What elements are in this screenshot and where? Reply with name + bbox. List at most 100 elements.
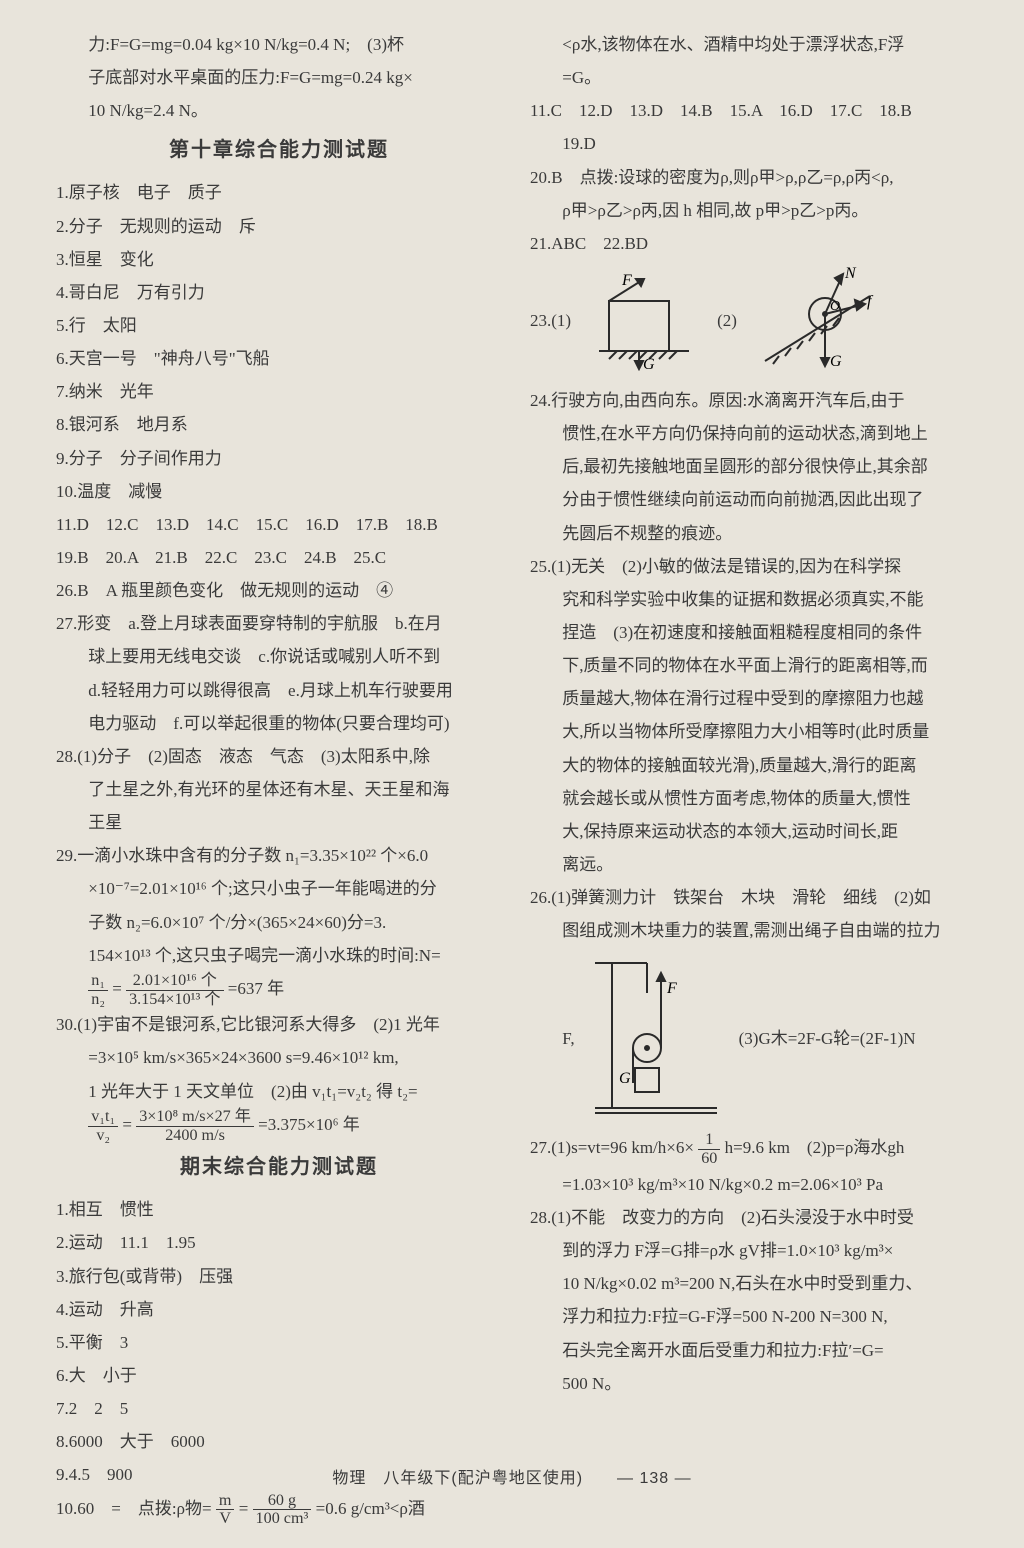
fraction: 3×10⁸ m/s×27 年 2400 m/s [136,1108,254,1145]
svg-text:f: f [867,293,874,310]
force-diagram-2-icon: N f G O [755,266,885,376]
answer-item: 11.D 12.C 13.D 14.C 15.C 16.D 17.B 18.B [56,508,502,541]
diagram-q23: 23.(1) F G (2) [530,266,976,376]
answer-item: 1.原子核 电子 质子 [56,176,502,209]
text: 力:F=G=mg=0.04 kg×10 N/kg=0.4 N; (3)杯 [56,28,502,61]
answer-item: 3.恒星 变化 [56,243,502,276]
text: 大,所以当物体所受摩擦阻力大小相等时(此时质量 [530,715,976,748]
label: F, [562,1022,574,1055]
formula: 10.60 = 点拨:ρ物= m V = 60 g 100 cm³ =0.6 g… [56,1492,502,1529]
diagram-q26: F, F G (3)G木=2 [562,953,976,1123]
answer-item: 11.C 12.D 13.D 14.B 15.A 16.D 17.C 18.B [530,94,976,127]
fraction: m V [216,1492,235,1529]
text: 离远。 [530,848,976,881]
text: <ρ水,该物体在水、酒精中均处于漂浮状态,F浮 [530,28,976,61]
text: ×10⁻⁷=2.01×10¹⁶ 个;这只小虫子一年能喝进的分 [56,872,502,905]
fraction: 2.01×10¹⁶ 个 3.154×10¹³ 个 [126,972,223,1009]
text: 就会越长或从惯性方面考虑,物体的质量大,惯性 [530,782,976,815]
text: 王星 [56,806,502,839]
text: 浮力和拉力:F拉=G-F浮=500 N-200 N=300 N, [530,1300,976,1333]
text: 下,质量不同的物体在水平面上滑行的距离相等,而 [530,649,976,682]
text: 捏造 (3)在初速度和接触面粗糙程度相同的条件 [530,616,976,649]
text: 到的浮力 F浮=G排=ρ水 gV排=1.0×10³ kg/m³× [530,1234,976,1267]
text: 球上要用无线电交谈 c.你说话或喊别人听不到 [56,640,502,673]
answer-item: 4.哥白尼 万有引力 [56,276,502,309]
answer-item: 19.B 20.A 21.B 22.C 23.C 24.B 25.C [56,541,502,574]
formula: 27.(1)s=vt=96 km/h×6× 1 60 h=9.6 km (2)p… [530,1131,976,1168]
answer-item: 30.(1)宇宙不是银河系,它比银河系大得多 (2)1 光年 [56,1008,502,1041]
svg-text:G: G [830,353,842,370]
text: 究和科学实验中收集的证据和数据必须真实,不能 [530,583,976,616]
answer-item: 8.银河系 地月系 [56,408,502,441]
answer-item: 29.一滴小水珠中含有的分子数 n₁=3.35×10²² 个×6.0 [56,839,502,872]
answer-item: 21.ABC 22.BD [530,227,976,260]
text: 1 光年大于 1 天文单位 (2)由 v₁t₁=v₂t₂ 得 t₂= [56,1075,502,1108]
fraction: 1 60 [698,1131,720,1168]
text: 先圆后不规整的痕迹。 [530,517,976,550]
label: (3)G木=2F-G轮=(2F-1)N [739,1022,916,1055]
text: ρ甲>ρ乙>ρ丙,因 h 相同,故 p甲>p乙>p丙。 [530,194,976,227]
answer-item: 19.D [530,127,976,160]
text: 电力驱动 f.可以举起很重的物体(只要合理均可) [56,707,502,740]
answer-item: 10.温度 减慢 [56,475,502,508]
svg-text:F: F [666,980,677,997]
svg-text:F: F [621,272,632,289]
formula: v₁t₁ v₂ = 3×10⁸ m/s×27 年 2400 m/s =3.375… [56,1108,502,1145]
text: 子数 n₂=6.0×10⁷ 个/分×(365×24×60)分=3. [56,906,502,939]
text: 子底部对水平桌面的压力:F=G=mg=0.24 kg× [56,61,502,94]
svg-text:O: O [830,299,840,314]
text: 10 N/kg×0.02 m³=200 N,石头在水中时受到重力、 [530,1267,976,1300]
answer-item: 4.运动 升高 [56,1293,502,1326]
answer-item: 2.运动 11.1 1.95 [56,1226,502,1259]
answer-item: 26.B A 瓶里颜色变化 做无规则的运动 ④ [56,574,502,607]
text: =1.03×10³ kg/m³×10 N/kg×0.2 m=2.06×10³ P… [530,1168,976,1201]
right-column: <ρ水,该物体在水、酒精中均处于漂浮状态,F浮 =G。 11.C 12.D 13… [530,28,976,1528]
answer-item: 20.B 点拨:设球的密度为ρ,则ρ甲>ρ,ρ乙=ρ,ρ丙<ρ, [530,161,976,194]
answer-item: 25.(1)无关 (2)小敏的做法是错误的,因为在科学探 [530,550,976,583]
svg-text:G: G [619,1070,631,1087]
text: 后,最初先接触地面呈圆形的部分很快停止,其余部 [530,450,976,483]
text: =G。 [530,61,976,94]
answer-item: 1.相互 惯性 [56,1193,502,1226]
text: 10 N/kg=2.4 N。 [56,94,502,127]
answer-item: 26.(1)弹簧测力计 铁架台 木块 滑轮 细线 (2)如 [530,881,976,914]
answer-item: 6.大 小于 [56,1359,502,1392]
text: 分由于惯性继续向前运动而向前抛洒,因此出现了 [530,483,976,516]
answer-item: 5.平衡 3 [56,1326,502,1359]
fraction: 60 g 100 cm³ [253,1492,312,1529]
text: =3×10⁵ km/s×365×24×3600 s=9.46×10¹² km, [56,1041,502,1074]
section-heading: 期末综合能力测试题 [56,1148,502,1187]
fraction: n₁ n₂ [88,972,108,1009]
answer-item: 7.2 2 5 [56,1392,502,1425]
text: 石头完全离开水面后受重力和拉力:F拉′=G= [530,1334,976,1367]
svg-text:N: N [844,266,857,282]
text: 大,保持原来运动状态的本领大,运动时间长,距 [530,815,976,848]
text: 惯性,在水平方向仍保持向前的运动状态,滴到地上 [530,417,976,450]
svg-text:G: G [643,356,655,371]
force-diagram-1-icon: F G [589,271,699,371]
formula: n₁ n₂ = 2.01×10¹⁶ 个 3.154×10¹³ 个 =637 年 [56,972,502,1009]
fraction: v₁t₁ v₂ [88,1108,118,1145]
answer-item: 3.旅行包(或背带) 压强 [56,1260,502,1293]
text: 了土星之外,有光环的星体还有木星、天王星和海 [56,773,502,806]
answer-item: 24.行驶方向,由西向东。原因:水滴离开汽车后,由于 [530,384,976,417]
text: 质量越大,物体在滑行过程中受到的摩擦阻力也越 [530,682,976,715]
text: 大的物体的接触面较光滑),质量越大,滑行的距离 [530,749,976,782]
label: (2) [717,304,737,337]
answer-item: 28.(1)分子 (2)固态 液态 气态 (3)太阳系中,除 [56,740,502,773]
answer-item: 8.6000 大于 6000 [56,1425,502,1458]
pulley-diagram-icon: F G [587,953,727,1123]
label: 23.(1) [530,304,571,337]
section-heading: 第十章综合能力测试题 [56,131,502,170]
left-column: 力:F=G=mg=0.04 kg×10 N/kg=0.4 N; (3)杯 子底部… [56,28,502,1528]
answer-item: 28.(1)不能 改变力的方向 (2)石头浸没于水中时受 [530,1201,976,1234]
text: 图组成测木块重力的装置,需测出绳子自由端的拉力 [530,914,976,947]
answer-item: 9.分子 分子间作用力 [56,442,502,475]
answer-item: 6.天宫一号 "神舟八号"飞船 [56,342,502,375]
answer-item: 27.形变 a.登上月球表面要穿特制的宇航服 b.在月 [56,607,502,640]
text: 500 N。 [530,1367,976,1400]
answer-item: 2.分子 无规则的运动 斥 [56,210,502,243]
answer-item: 5.行 太阳 [56,309,502,342]
answer-item: 7.纳米 光年 [56,375,502,408]
text: d.轻轻用力可以跳得很高 e.月球上机车行驶要用 [56,674,502,707]
